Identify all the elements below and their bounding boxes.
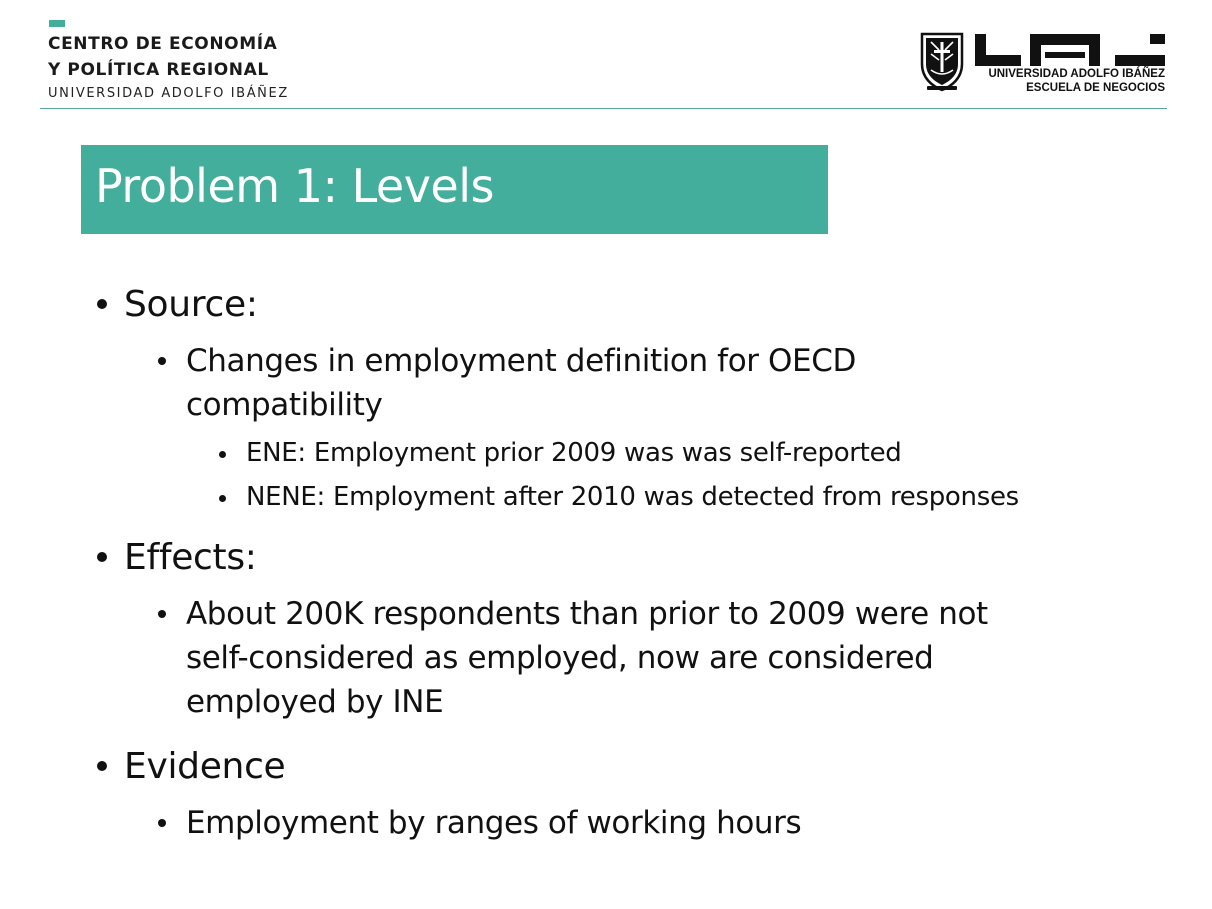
bullet-dot bbox=[158, 357, 166, 365]
slide-title: Problem 1: Levels bbox=[95, 159, 494, 213]
org-accent-bar bbox=[49, 20, 65, 27]
uai-logo-school-text: ESCUELA DE NEGOCIOS bbox=[1026, 82, 1165, 94]
header-divider bbox=[40, 108, 1167, 109]
bullet-dot bbox=[97, 552, 107, 562]
bullet-effects-line1: About 200K respondents than prior to 200… bbox=[186, 596, 988, 632]
bullet-dot bbox=[158, 819, 166, 827]
bullet-nene: NENE: Employment after 2010 was detected… bbox=[246, 482, 1019, 512]
bullet-dot bbox=[158, 610, 166, 618]
bullet-source-sub1-line2: compatibility bbox=[186, 387, 383, 423]
bullet-evidence: Evidence bbox=[124, 746, 286, 787]
bullet-effects-line3: employed by INE bbox=[186, 684, 444, 720]
bullet-source-sub1-line1: Changes in employment definition for OEC… bbox=[186, 343, 856, 379]
org-university-line: UNIVERSIDAD ADOLFO IBÁÑEZ bbox=[48, 86, 289, 101]
uai-logo-university-text: UNIVERSIDAD ADOLFO IBÁÑEZ bbox=[988, 68, 1165, 80]
org-name-line1: CENTRO DE ECONOMÍA bbox=[48, 34, 278, 54]
uai-wordmark-logo bbox=[975, 34, 1165, 66]
bullet-dot bbox=[219, 495, 226, 502]
bullet-evidence-sub1: Employment by ranges of working hours bbox=[186, 805, 802, 841]
university-crest-icon bbox=[920, 32, 964, 92]
bullet-effects: Effects: bbox=[124, 537, 257, 578]
bullet-dot bbox=[219, 451, 226, 458]
bullet-ene: ENE: Employment prior 2009 was was self-… bbox=[246, 438, 902, 468]
bullet-dot bbox=[97, 761, 107, 771]
bullet-dot bbox=[97, 299, 107, 309]
bullet-effects-line2: self-considered as employed, now are con… bbox=[186, 640, 934, 676]
slide-title-box: Problem 1: Levels bbox=[81, 145, 828, 234]
bullet-source: Source: bbox=[124, 284, 258, 325]
org-name-line2: Y POLÍTICA REGIONAL bbox=[48, 60, 269, 80]
